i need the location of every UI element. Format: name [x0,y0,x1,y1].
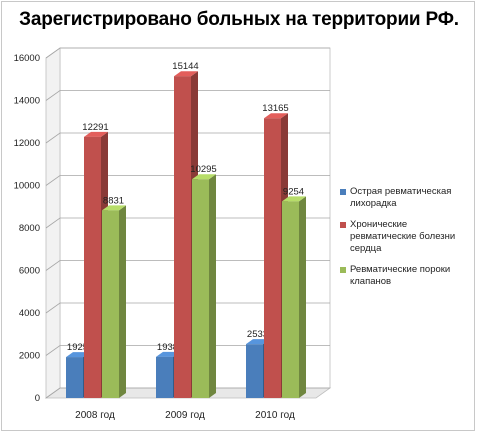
bar-top-s2-c2 [174,71,198,77]
gridline-6 [45,132,330,144]
legend-item-series-2: Хронические ревматические болезни сердца [340,219,475,255]
y-tick-label-0: 0 [35,393,40,404]
chart-title: Зарегистрировано больных на территории Р… [19,9,459,30]
x-tick-label-1: 2008 год [75,410,115,421]
y-tick-label-7: 14000 [14,96,40,107]
bar-s3-c2 [192,179,209,398]
x-tick-label-3: 2010 год [255,410,295,421]
bar-top-s2-c1 [84,131,108,137]
bar-s1-c2 [156,356,173,398]
bar-side-s3-c3 [299,196,306,398]
y-tick-label-2: 4000 [19,308,40,319]
bar-s1-c3 [246,344,263,398]
y-tick-label-1: 2000 [19,351,40,362]
legend-label-series-3: Ревматические пороки клапанов [350,264,451,287]
y-tick-label-6: 12000 [14,138,40,149]
data-label-s2-c3: 13165 [262,103,288,114]
y-tick-label-3: 6000 [19,266,40,277]
data-label-s1-c3: 2533 [247,329,268,340]
bar-top-s3-c3 [282,196,306,202]
bar-top-s3-c1 [102,205,126,211]
data-label-s2-c2: 15144 [172,61,198,72]
bar-top-s2-c3 [264,113,288,119]
y-tick-label-5: 10000 [14,181,40,192]
legend-swatch-series-3 [340,267,346,273]
gridline-7 [45,90,330,101]
data-label-s3-c1: 8831 [103,195,124,206]
data-label-s2-c1: 12291 [82,122,108,133]
bar-s3-c1 [102,210,119,398]
gridline-2 [45,302,330,314]
x-tick-label-2: 2009 год [165,410,205,421]
bar-s2-c2 [174,76,191,398]
bar-side-s3-c2 [209,174,216,398]
data-label-s3-c2: 10295 [190,164,216,175]
gridline-3 [45,260,330,271]
legend: Острая ревматическая лихорадка Хроническ… [340,186,475,297]
legend-swatch-series-2 [340,222,346,228]
bar-top-s3-c2 [192,174,216,180]
legend-label-series-2: Хронические ревматические болезни сердца [350,219,456,254]
y-tick-label-8: 16000 [14,53,40,64]
bar-s1-c1 [66,357,83,398]
bar-s2-c3 [264,118,281,399]
legend-item-series-3: Ревматические пороки клапанов [340,264,475,288]
gridline-1 [45,345,330,356]
gridline-0 [45,387,330,399]
data-label-s1-c1: 1925 [67,342,88,353]
data-label-s3-c3: 9254 [283,186,304,197]
bar-side-s3-c1 [119,205,126,398]
data-label-s1-c2: 1938 [157,342,178,353]
legend-label-series-1: Острая ревматическая лихорадка [350,186,452,209]
legend-swatch-series-1 [340,189,346,195]
y-tick-label-4: 8000 [19,223,40,234]
bar-s3-c3 [282,201,299,398]
legend-item-series-1: Острая ревматическая лихорадка [340,186,475,210]
bar-s2-c1 [84,136,101,398]
gridline-5 [45,175,330,186]
gridline-8 [45,47,330,59]
gridline-4 [45,217,330,229]
